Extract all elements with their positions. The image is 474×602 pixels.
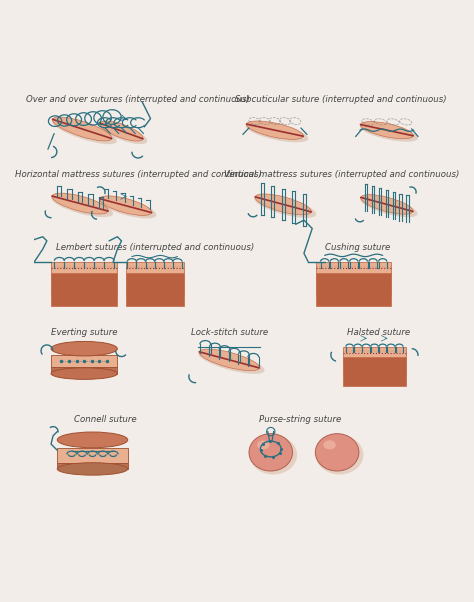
Ellipse shape bbox=[100, 196, 152, 216]
Ellipse shape bbox=[323, 440, 336, 450]
Text: Everting suture: Everting suture bbox=[51, 328, 118, 337]
Ellipse shape bbox=[52, 193, 108, 214]
Polygon shape bbox=[51, 262, 118, 295]
Ellipse shape bbox=[360, 123, 418, 141]
Text: Halsted suture: Halsted suture bbox=[347, 328, 410, 337]
Polygon shape bbox=[51, 355, 118, 367]
Polygon shape bbox=[51, 367, 118, 374]
Ellipse shape bbox=[51, 194, 113, 217]
Ellipse shape bbox=[51, 368, 118, 379]
Ellipse shape bbox=[51, 341, 118, 356]
Polygon shape bbox=[57, 463, 128, 469]
Ellipse shape bbox=[360, 122, 413, 138]
Ellipse shape bbox=[52, 118, 117, 144]
Text: Cushing suture: Cushing suture bbox=[325, 243, 391, 252]
Ellipse shape bbox=[255, 195, 316, 218]
Text: Lembert sutures (interrupted and continuous): Lembert sutures (interrupted and continu… bbox=[55, 243, 254, 252]
Ellipse shape bbox=[315, 433, 359, 471]
Polygon shape bbox=[51, 273, 118, 306]
Text: Horizontal mattress sutures (interrupted and continuous): Horizontal mattress sutures (interrupted… bbox=[15, 170, 262, 179]
Ellipse shape bbox=[316, 435, 364, 474]
Text: Subcuticular suture (interrupted and continuous): Subcuticular suture (interrupted and con… bbox=[236, 95, 447, 104]
Polygon shape bbox=[316, 262, 391, 295]
Ellipse shape bbox=[255, 194, 311, 215]
Ellipse shape bbox=[257, 440, 270, 450]
Ellipse shape bbox=[249, 435, 297, 474]
Polygon shape bbox=[343, 347, 406, 376]
Ellipse shape bbox=[53, 117, 112, 141]
Text: Vertical mattress sutures (interrupted and continuous): Vertical mattress sutures (interrupted a… bbox=[224, 170, 459, 179]
Polygon shape bbox=[343, 357, 406, 386]
Polygon shape bbox=[57, 448, 128, 463]
Ellipse shape bbox=[198, 350, 264, 374]
Ellipse shape bbox=[57, 432, 128, 448]
Text: Purse-string suture: Purse-string suture bbox=[259, 415, 341, 424]
Ellipse shape bbox=[360, 196, 418, 217]
Ellipse shape bbox=[199, 349, 259, 371]
Ellipse shape bbox=[100, 122, 147, 144]
Ellipse shape bbox=[57, 463, 128, 475]
Text: Connell suture: Connell suture bbox=[73, 415, 136, 424]
Ellipse shape bbox=[246, 121, 303, 139]
Ellipse shape bbox=[246, 122, 308, 142]
Ellipse shape bbox=[249, 433, 292, 471]
Polygon shape bbox=[126, 273, 184, 306]
Polygon shape bbox=[316, 273, 391, 306]
Text: Lock-stitch suture: Lock-stitch suture bbox=[191, 328, 268, 337]
Ellipse shape bbox=[100, 121, 143, 141]
Ellipse shape bbox=[99, 197, 156, 219]
Ellipse shape bbox=[361, 194, 413, 214]
Text: Over and over sutures (interrupted and continuous): Over and over sutures (interrupted and c… bbox=[26, 95, 250, 104]
Polygon shape bbox=[126, 262, 184, 295]
